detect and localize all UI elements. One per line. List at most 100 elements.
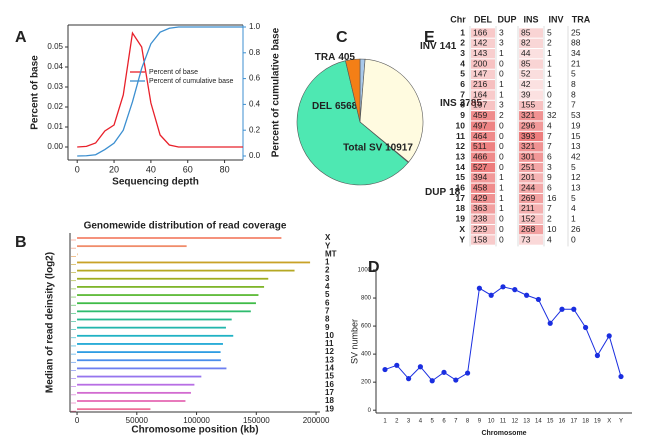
x-tick-label: 13 — [523, 419, 530, 425]
panel-label: B — [15, 234, 27, 251]
table-cell: 164 — [473, 89, 487, 99]
table-cell: 0 — [499, 69, 504, 79]
data-point — [583, 324, 589, 331]
slice-label: INS 3785 — [440, 98, 482, 109]
bar — [77, 237, 282, 239]
data-point — [547, 320, 553, 326]
cell-shade — [519, 38, 543, 49]
x-tick-label: 50000 — [126, 416, 149, 425]
table-cell: 12 — [571, 172, 581, 182]
y-tick-label: 0.01 — [47, 122, 63, 131]
category-label: 18 — [325, 396, 334, 405]
table-cell: 2 — [547, 100, 552, 110]
table-cell: 458 — [473, 183, 487, 193]
x-tick-label: 19 — [594, 419, 601, 425]
cell-shade — [471, 121, 495, 131]
data-point — [559, 306, 565, 312]
bar — [77, 391, 191, 394]
table-cell: 269 — [521, 193, 535, 203]
slice-value: 18 — [449, 187, 461, 198]
cell-shade — [471, 28, 495, 38]
table-cell: 7 — [571, 100, 576, 110]
table-cell: 0 — [499, 58, 504, 68]
table-cell: 1 — [547, 48, 552, 58]
x-tick-label: 5 — [431, 419, 435, 425]
slice-label: TRA 405 — [315, 52, 356, 63]
x-axis-label: Sequencing depth — [112, 177, 199, 188]
table-cell: 147 — [473, 69, 487, 79]
cell-shade — [471, 38, 495, 49]
table-cell: 2 — [499, 110, 504, 120]
x-axis-label: Chromosome position (kb) — [131, 425, 258, 436]
cell-shade — [519, 80, 543, 90]
table-cell: 511 — [473, 141, 487, 151]
bar — [77, 343, 223, 345]
x-tick-label: 9 — [478, 419, 482, 425]
data-point — [535, 296, 542, 303]
table-cell: 13 — [456, 151, 466, 161]
table-cell: 429 — [473, 193, 487, 203]
table-cell: 10 — [456, 120, 466, 130]
data-point — [453, 377, 459, 383]
data-point — [571, 306, 577, 312]
table-cell: 3 — [499, 38, 504, 48]
table-cell: 26 — [571, 224, 581, 234]
table-cell: 4 — [547, 234, 552, 244]
cell-shade — [519, 28, 543, 38]
table-cell: 158 — [473, 234, 487, 244]
panel-label: E — [424, 29, 435, 46]
table-cell: 5 — [460, 69, 465, 79]
cell-shade — [519, 204, 543, 214]
category-label: 19 — [325, 404, 334, 413]
x-tick-label: 3 — [407, 419, 411, 425]
y-tick-label: 0.00 — [47, 142, 63, 151]
table-cell: 6 — [547, 183, 552, 193]
cell-shade — [519, 173, 543, 183]
slice-value: 6568 — [335, 101, 358, 112]
table-cell: 0 — [499, 141, 504, 151]
table-cell: 229 — [473, 224, 487, 234]
y2-tick-label: 0.0 — [249, 151, 261, 160]
x-tick-label: 8 — [466, 419, 470, 425]
table-cell: 12 — [456, 141, 466, 151]
table-cell: 216 — [473, 79, 487, 89]
x-tick-label: 200000 — [303, 416, 330, 425]
table-cell: 17 — [456, 193, 466, 203]
data-point — [594, 352, 601, 359]
table-cell: 16 — [547, 193, 557, 203]
y2-tick-label: 0.4 — [249, 100, 261, 109]
cell-shade — [471, 80, 495, 90]
data-point — [524, 292, 530, 298]
table-cell: 18 — [456, 203, 466, 213]
category-label: 8 — [325, 315, 330, 324]
table-cell: 5 — [571, 193, 576, 203]
table-cell: 244 — [521, 183, 535, 193]
x-tick-label: 17 — [570, 419, 577, 425]
table-cell: 1 — [499, 172, 504, 182]
table-cell: 9 — [460, 110, 465, 120]
x-tick-label: 20 — [109, 164, 119, 174]
x-axis-label: Chromosome — [481, 430, 526, 437]
category-label: 6 — [325, 298, 330, 307]
cell-shade — [471, 183, 495, 193]
table-cell: 1 — [499, 89, 504, 99]
table-cell: 15 — [456, 172, 466, 182]
table-header: INV — [548, 14, 563, 24]
x-tick-label: 6 — [442, 419, 446, 425]
y2-tick-label: 0.6 — [249, 74, 261, 83]
table-cell: 5 — [547, 27, 552, 37]
x-tick-label: 10 — [488, 419, 495, 425]
data-point — [465, 370, 471, 376]
table-cell: 1 — [460, 27, 465, 37]
cell-shade — [471, 142, 495, 152]
cell-shade — [471, 69, 495, 80]
table-cell: 155 — [521, 100, 535, 110]
cell-shade — [471, 214, 495, 224]
slice-label: INV 141 — [420, 41, 457, 52]
table-cell: 1 — [547, 79, 552, 89]
slice-name: DUP — [425, 187, 446, 198]
category-label: 15 — [325, 372, 334, 381]
cell-shade — [471, 49, 495, 59]
legend-label: Percent of cumulative base — [149, 78, 234, 85]
